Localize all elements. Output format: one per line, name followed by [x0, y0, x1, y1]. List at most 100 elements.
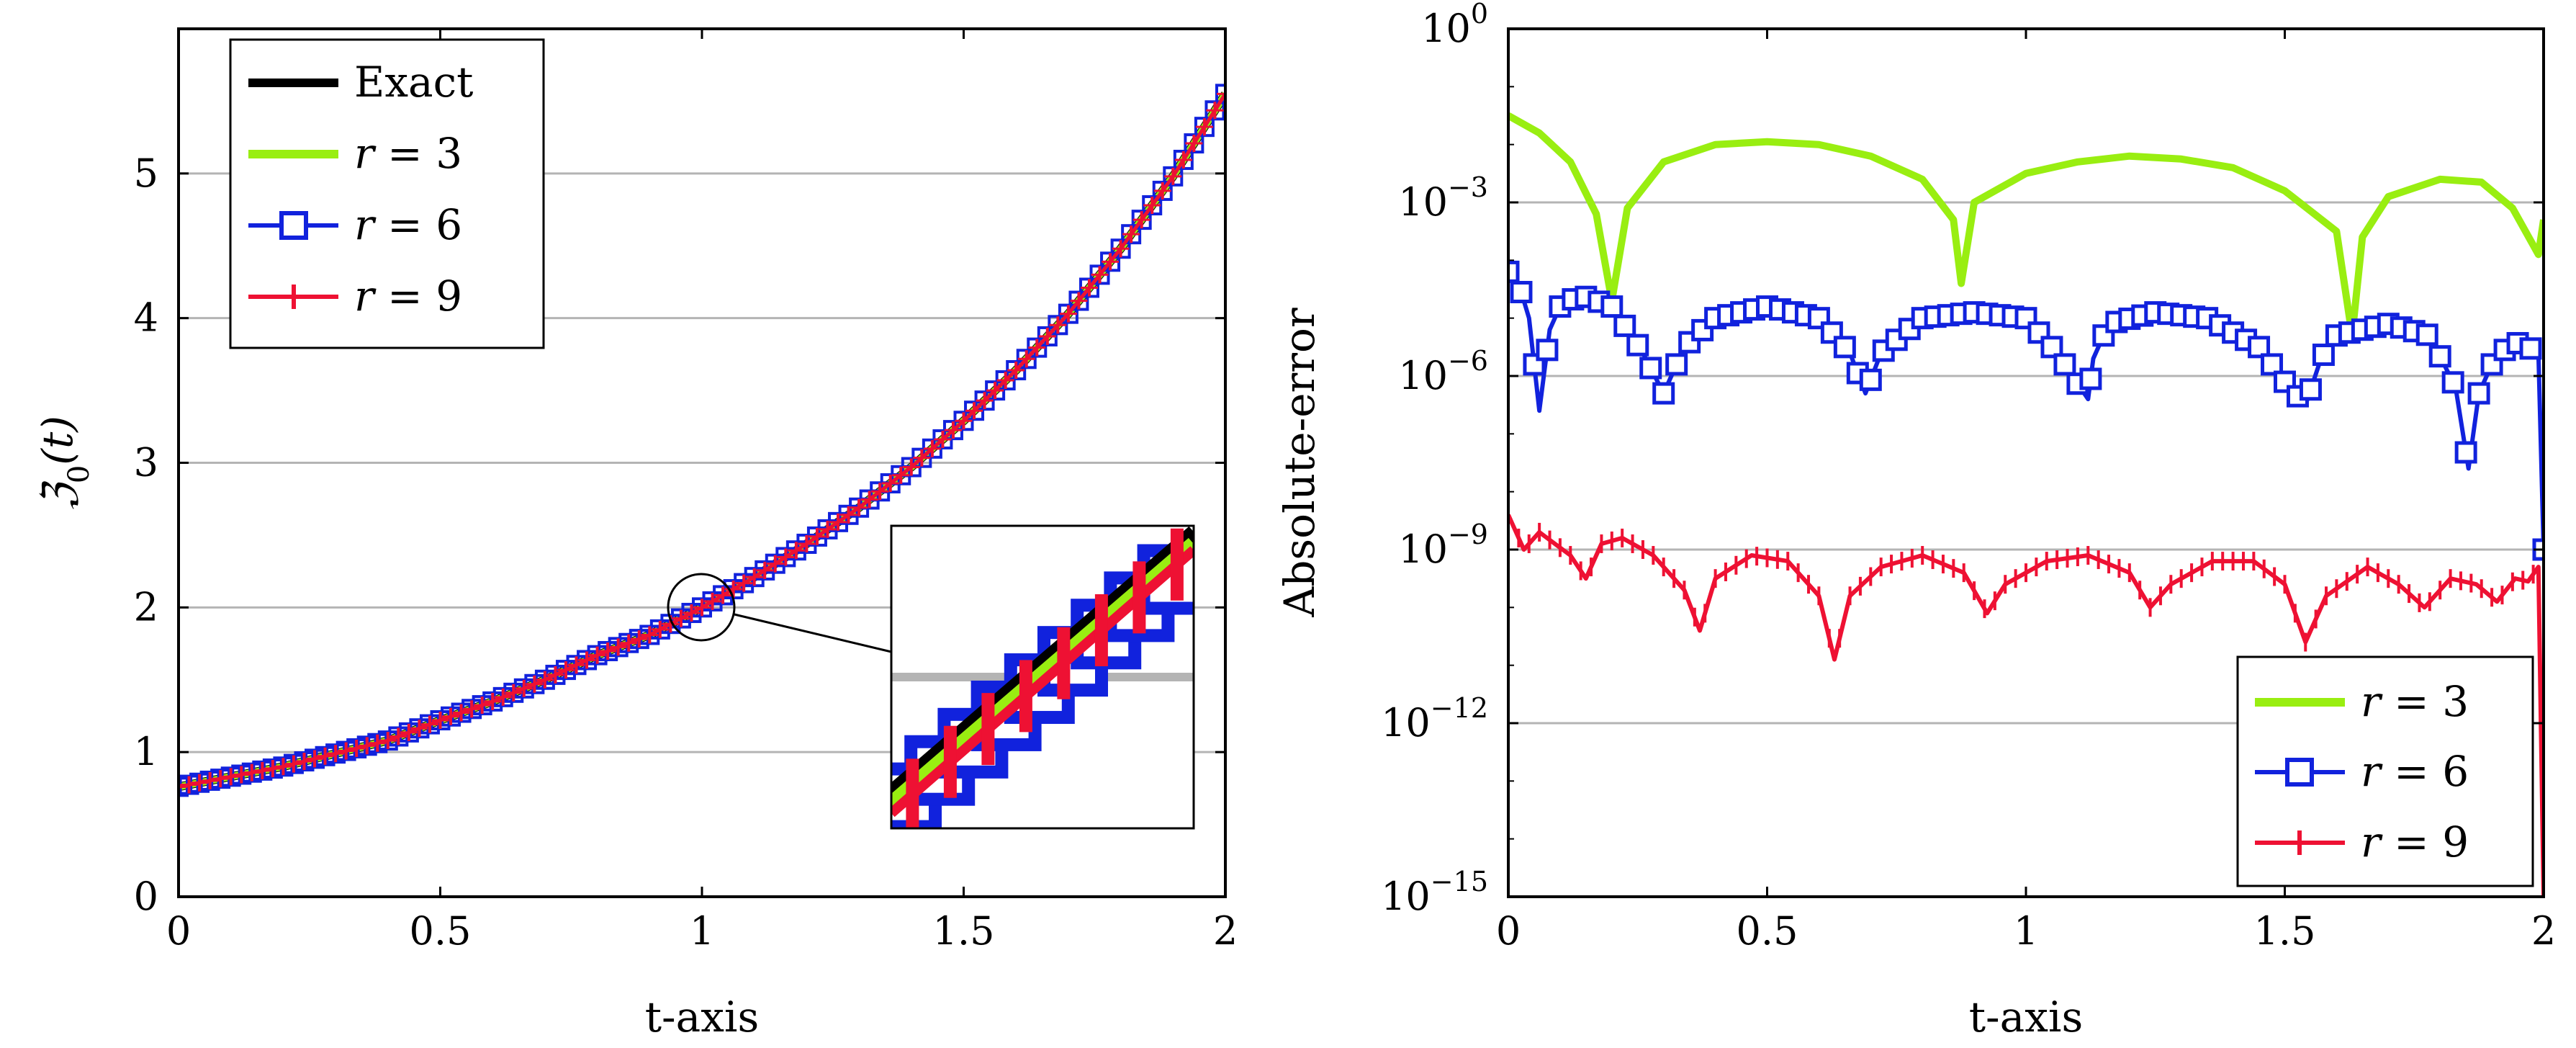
- legend-label-r6: r = 6: [354, 200, 462, 249]
- right-y-tick-base-4: 10: [1381, 700, 1431, 745]
- left-y-tick-label-1: 1: [134, 729, 158, 774]
- right-legend: r = 3 r = 6 r = 9: [2236, 655, 2534, 887]
- right-y-tick-label-5: 10−15: [1381, 866, 1488, 919]
- right-x-tick-label-2: 1: [2014, 908, 2038, 954]
- right-y-tick-base-5: 10: [1381, 874, 1431, 919]
- left-y-axis-argument: (t): [33, 416, 82, 465]
- right-r6-marker-46: [2092, 324, 2115, 347]
- right-y-tick-label-3: 10−9: [1398, 519, 1488, 572]
- right-legend-label-r3: r = 3: [2361, 677, 2469, 726]
- right-y-axis-label: Absolute-error: [1275, 308, 1324, 618]
- right-r6-marker-8: [1600, 295, 1623, 318]
- left-y-tick-label-0: 0: [134, 874, 158, 919]
- left-x-axis-label: t-axis: [645, 993, 760, 1042]
- right-r6-marker-58: [2248, 336, 2271, 359]
- right-y-tick-exponent-2: −6: [1448, 345, 1488, 377]
- right-r6-marker-71: [2415, 323, 2438, 346]
- left-y-tick-label-2: 2: [134, 584, 158, 630]
- right-r6-marker-28: [1859, 368, 1882, 391]
- legend-var-r9: r: [354, 272, 377, 321]
- left-legend: Exact r = 3 r = 6 r = 9: [229, 38, 545, 349]
- left-y-tick-label-3: 3: [134, 440, 158, 485]
- right-r6-marker-56: [2222, 321, 2245, 344]
- right-r6-marker-26: [1833, 336, 1856, 359]
- right-y-tick-label-2: 10−6: [1398, 345, 1488, 398]
- legend-eq-r6: = 6: [374, 200, 462, 249]
- right-y-tick-base-2: 10: [1398, 353, 1448, 398]
- right-series-r3: [1508, 112, 2544, 339]
- legend-label-r9: r = 9: [354, 272, 462, 321]
- right-x-tick-label-4: 2: [2531, 908, 2556, 954]
- legend-var-r6: r: [354, 200, 377, 249]
- right-r6-marker-10: [1626, 333, 1649, 357]
- right-r6-marker-9: [1613, 314, 1636, 337]
- right-legend-eq-r9: = 9: [2381, 818, 2469, 866]
- left-x-tick-label-4: 2: [1213, 908, 1238, 954]
- right-legend-eq-r3: = 3: [2381, 677, 2469, 726]
- right-r6-marker-24: [1807, 307, 1830, 330]
- right-x-tick-label-0: 0: [1496, 908, 1521, 954]
- right-x-tick-label-3: 1.5: [2254, 908, 2316, 954]
- right-y-tick-exponent-3: −9: [1448, 519, 1488, 550]
- right-r6-marker-0: [1508, 260, 1520, 283]
- right-r6-marker-72: [2428, 345, 2451, 368]
- legend-marker-r6: [279, 211, 308, 240]
- zoom-connector-line: [734, 613, 892, 653]
- left-x-tick-label-0: 0: [166, 908, 191, 954]
- right-x-axis-label: t-axis: [1969, 993, 2084, 1042]
- legend-var-r3: r: [354, 129, 377, 178]
- right-r6-marker-45: [2079, 367, 2102, 390]
- right-r6-marker-62: [2299, 378, 2322, 401]
- right-y-tick-label-4: 10−12: [1381, 692, 1488, 745]
- right-legend-marker-r6: [2285, 758, 2314, 787]
- right-series-group: [1508, 112, 2544, 897]
- right-r6-marker-74: [2454, 441, 2477, 464]
- right-y-tick-base-3: 10: [1398, 527, 1448, 572]
- right-y-tick-exponent-0: 0: [1471, 0, 1488, 30]
- right-r6-marker-75: [2467, 382, 2490, 405]
- zoom-circle: [667, 573, 736, 642]
- legend-label-exact: Exact: [354, 58, 473, 107]
- right-r6-marker-43: [2053, 353, 2076, 376]
- right-r6-marker-1: [1510, 281, 1533, 304]
- right-x-tick-label-1: 0.5: [1737, 908, 1798, 954]
- legend-eq-r9: = 9: [374, 272, 462, 321]
- right-y-tick-label-0: 100: [1421, 0, 1488, 51]
- right-r6-marker-73: [2441, 371, 2464, 394]
- right-r6-marker-76: [2480, 353, 2503, 376]
- right-legend-eq-r6: = 6: [2381, 747, 2469, 796]
- left-series-group: [179, 84, 1225, 797]
- left-ticks: 0 0.5 1 1.5 2 0 1 2 3 4 5: [134, 29, 1238, 954]
- right-r6-marker-79: [2519, 337, 2542, 360]
- right-gridlines: [1508, 201, 2544, 725]
- right-legend-label-r6: r = 6: [2361, 747, 2469, 796]
- legend-label-r3: r = 3: [354, 129, 462, 178]
- right-y-tick-base-1: 10: [1398, 179, 1448, 225]
- left-x-tick-label-2: 1: [690, 908, 714, 954]
- right-legend-var-r3: r: [2361, 677, 2383, 726]
- left-y-tick-label-5: 5: [134, 151, 158, 196]
- right-r6-marker-12: [1652, 382, 1675, 405]
- right-y-tick-base-0: 10: [1421, 6, 1471, 51]
- left-x-tick-label-3: 1.5: [933, 908, 995, 954]
- right-r6-marker-63: [2312, 344, 2335, 367]
- right-y-tick-exponent-1: −3: [1448, 171, 1488, 203]
- right-legend-var-r9: r: [2361, 818, 2383, 866]
- right-r6-marker-13: [1665, 353, 1688, 376]
- legend-eq-r3: = 3: [374, 129, 462, 178]
- zoom-inset-series: [891, 526, 1194, 828]
- left-y-tick-label-4: 4: [134, 295, 158, 341]
- zoom-inset-frame: [890, 524, 1195, 830]
- right-r6-marker-3: [1536, 339, 1559, 362]
- left-y-axis-subscript: 0: [63, 465, 96, 483]
- left-y-axis-symbol: ℨ: [33, 480, 82, 509]
- left-x-tick-label-1: 0.5: [410, 908, 472, 954]
- right-r6-marker-60: [2274, 370, 2296, 393]
- right-y-tick-exponent-4: −12: [1431, 692, 1488, 724]
- left-y-axis-label: ℨ0(t): [33, 416, 96, 509]
- right-y-tick-exponent-5: −15: [1431, 866, 1488, 897]
